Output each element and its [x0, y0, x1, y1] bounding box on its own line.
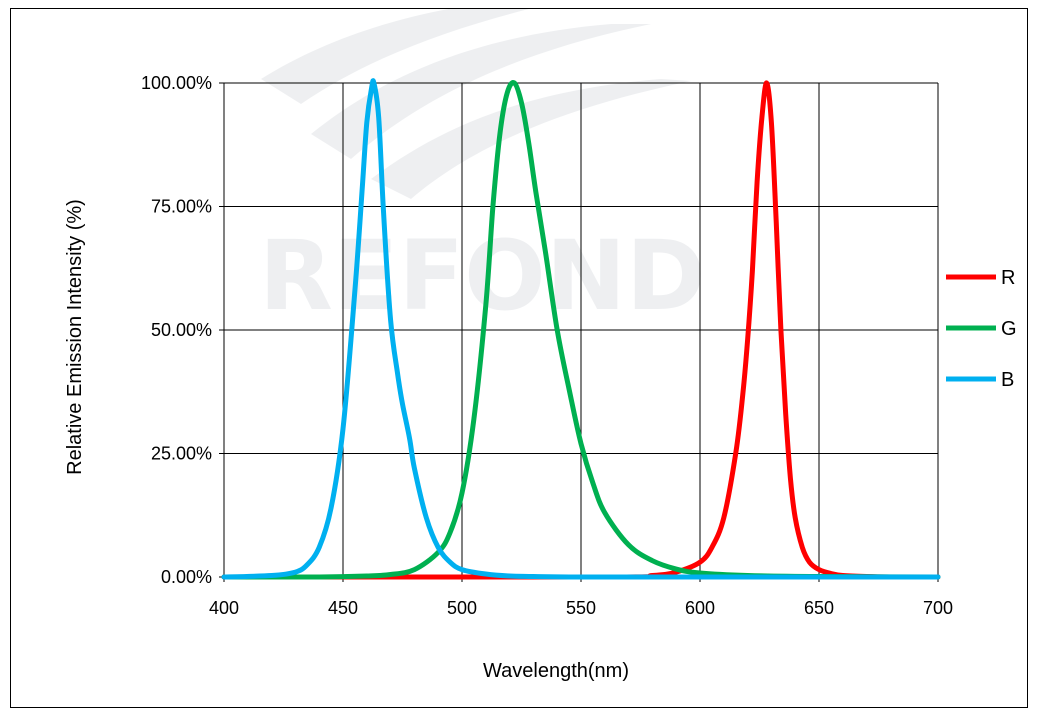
legend-label-g: G [1001, 318, 1017, 340]
y-tick-label: 50.00% [151, 320, 212, 340]
chart-frame: REFOND 400 450 500 550 600 650 700 0.00% 25.00% 5… [10, 8, 1028, 708]
y-tick-label: 100.00% [141, 73, 212, 93]
watermark-swoosh-3 [371, 79, 691, 199]
axes: 400 450 500 550 600 650 700 0.00% 25.00% 50.00% 75… [141, 73, 953, 618]
x-tick-label: 600 [685, 598, 715, 618]
x-axis-title: Wavelength(nm) [483, 660, 629, 682]
series-line-b [221, 78, 941, 580]
x-tick-label: 450 [328, 598, 358, 618]
series-line-g [221, 80, 941, 580]
x-tick-label: 650 [804, 598, 834, 618]
x-tick-label: 550 [566, 598, 596, 618]
brand-watermark: REFOND [259, 9, 706, 332]
emission-spectrum-chart: REFOND 400 450 500 550 600 650 700 0.00% 25.00% 5… [64, 9, 1017, 682]
x-tick-label: 500 [447, 598, 477, 618]
watermark-swoosh-1 [261, 9, 529, 104]
series-lines [221, 78, 941, 580]
watermark-swoosh-2 [311, 24, 651, 159]
series-line-r [221, 80, 941, 580]
x-tick-label: 700 [923, 598, 953, 618]
y-tick-label: 0.00% [161, 567, 212, 587]
watermark-brand-text: REFOND [259, 220, 706, 332]
legend: R G B [946, 267, 1017, 391]
x-tick-label: 400 [209, 598, 239, 618]
y-tick-label: 25.00% [151, 444, 212, 464]
legend-label-b: B [1001, 369, 1014, 391]
y-tick-label: 75.00% [151, 197, 212, 217]
legend-label-r: R [1001, 267, 1015, 289]
y-axis-title: Relative Emission Intensity (%) [64, 199, 86, 475]
